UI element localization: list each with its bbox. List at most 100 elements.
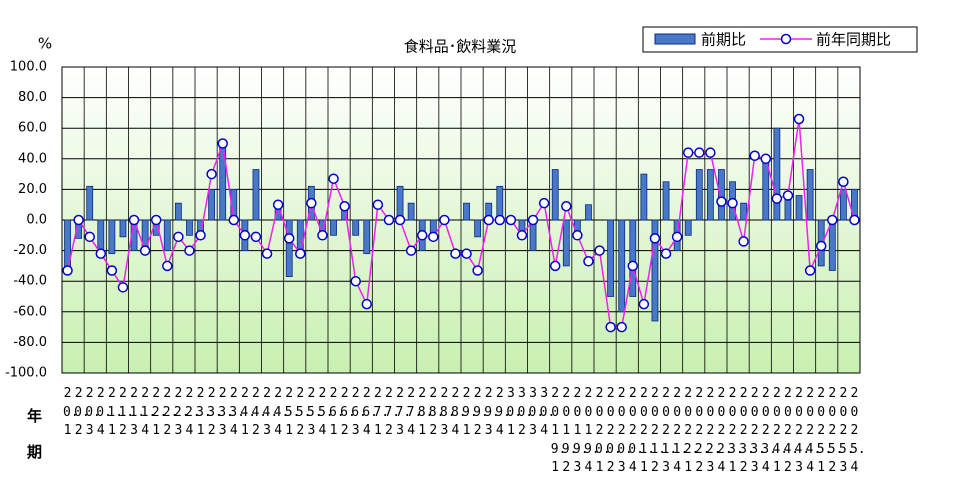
x-tick-label: 24.1: [240, 386, 257, 439]
bar: [795, 195, 803, 221]
line-marker: [450, 248, 461, 259]
x-tick-label: 20.4: [96, 386, 112, 439]
x-tick-label: 2019.4: [583, 386, 600, 476]
x-tick-label: 2021.2: [650, 386, 667, 476]
legend-label: 前年同期比: [816, 31, 891, 49]
line-marker: [372, 199, 384, 210]
line-marker: [261, 248, 273, 259]
x-tick-label: 2020.4: [628, 386, 644, 476]
x-label-quarter: 期: [27, 443, 43, 461]
bar: [474, 219, 482, 238]
line-marker: [538, 197, 550, 209]
bar: [186, 219, 193, 236]
x-tick-label: 20.1: [63, 386, 79, 439]
x-tick-label: 20.2: [74, 386, 90, 439]
x-tick-label: 2023.4: [761, 386, 777, 476]
bar: [330, 219, 337, 236]
bar: [773, 127, 781, 221]
x-tick-label: 22.3: [173, 386, 190, 439]
line-marker: [184, 245, 195, 256]
line-marker: [516, 230, 528, 241]
chart-title: 食料品･飲料業況: [404, 38, 517, 56]
line-marker: [716, 196, 727, 207]
bar: [407, 202, 415, 221]
x-tick-label: 30.1: [506, 386, 523, 439]
line-marker: [649, 233, 661, 244]
x-tick-label: 2024.1: [772, 386, 789, 476]
x-tick-label: 21.3: [129, 386, 146, 439]
y-tick-label: -60.0: [13, 304, 47, 319]
x-tick-label: 2024.4: [805, 386, 822, 476]
bar: [363, 219, 371, 255]
line-marker: [95, 248, 107, 259]
line-marker: [150, 214, 162, 226]
bar: [618, 219, 626, 313]
x-tick-label: 2021.4: [672, 386, 689, 476]
line-marker: [782, 190, 794, 201]
line-marker: [583, 256, 594, 267]
x-tick-label: 2022.1: [683, 386, 700, 476]
line-marker: [162, 260, 173, 272]
x-tick-label: 26.3: [351, 386, 367, 439]
bar: [607, 219, 615, 297]
x-tick-label: 23.4: [229, 386, 245, 439]
line-marker: [760, 153, 772, 165]
x-tick-label: 26.4: [362, 386, 378, 439]
x-tick-label: 2025.4: [849, 386, 866, 476]
line-marker: [250, 231, 262, 243]
line-marker: [749, 150, 760, 161]
line-marker: [84, 231, 95, 243]
x-tick-label: 30.4: [539, 386, 556, 439]
line-marker: [483, 214, 494, 226]
line-marker: [206, 168, 217, 180]
x-tick-label: 2024.2: [783, 386, 800, 476]
x-tick-label: 27.2: [384, 386, 401, 439]
line-marker: [660, 248, 672, 259]
y-tick-label: 20.0: [18, 182, 47, 197]
bar: [629, 219, 637, 297]
bar: [585, 204, 592, 221]
x-tick-label: 30.2: [517, 386, 534, 439]
y-tick-label: 60.0: [18, 121, 47, 136]
bar: [784, 198, 792, 221]
x-tick-label: 28.1: [417, 386, 434, 439]
x-tick-label: 30.3: [528, 386, 545, 439]
bar: [463, 202, 470, 221]
x-tick-label: 29.2: [473, 386, 489, 439]
y-tick-label: -40.0: [13, 274, 47, 289]
line-marker: [350, 275, 361, 287]
line-marker: [605, 321, 616, 333]
line-marker: [627, 260, 639, 272]
x-tick-label: 21.1: [107, 386, 124, 439]
line-marker: [682, 147, 694, 158]
y-tick-label: -100.0: [5, 366, 47, 381]
bar: [651, 219, 659, 322]
line-marker: [328, 173, 339, 184]
line-marker: [317, 230, 328, 241]
x-tick-label: 2019.3: [572, 386, 589, 476]
legend-swatch: [654, 33, 696, 45]
x-tick-label: 20.3: [85, 386, 101, 439]
bar: [828, 219, 836, 271]
line-marker: [549, 260, 561, 272]
bar: [684, 219, 692, 236]
line-marker: [428, 231, 439, 243]
x-tick-label: 2025.2: [827, 386, 844, 476]
line-marker: [638, 298, 650, 310]
bar: [640, 173, 648, 221]
line-marker: [339, 200, 350, 212]
x-tick-label: 29.1: [462, 386, 478, 439]
x-tick-label: 2023.2: [739, 386, 755, 476]
line-marker: [705, 147, 716, 158]
line-marker: [62, 265, 73, 276]
bar: [662, 181, 670, 221]
x-tick-label: 21.4: [140, 386, 157, 439]
line-marker: [461, 248, 472, 259]
bar: [352, 219, 360, 236]
x-tick-label: 24.4: [273, 386, 290, 439]
x-tick-label: 2021.1: [639, 386, 656, 476]
x-tick-label: 2019.2: [561, 386, 578, 476]
bar: [839, 188, 847, 221]
